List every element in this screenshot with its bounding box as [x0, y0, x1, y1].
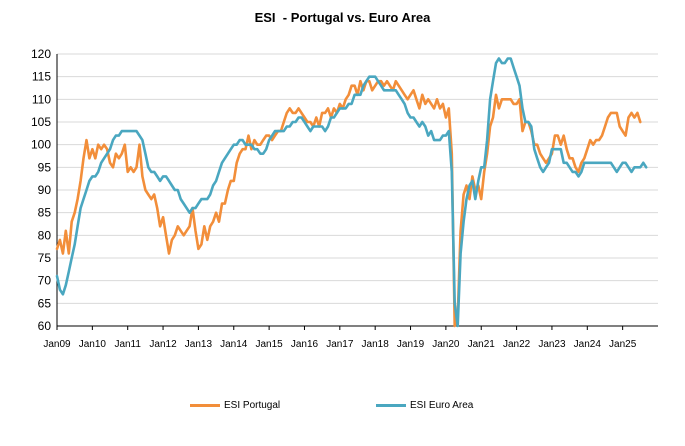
legend: ESI Portugal ESI Euro Area	[0, 400, 685, 418]
y-tick-label: 85	[38, 206, 52, 220]
series-line-portugal	[55, 79, 642, 328]
x-tick-label: Jan23	[538, 339, 566, 350]
y-tick-label: 100	[31, 138, 51, 152]
y-tick-label: 115	[32, 70, 51, 84]
legend-swatch-euro-area	[376, 404, 406, 407]
series-line-euro-area	[55, 57, 648, 328]
x-tick-label: Jan10	[79, 339, 107, 350]
y-tick-label: 110	[32, 92, 51, 106]
x-tick-label: Jan18	[362, 339, 390, 350]
y-tick-label: 60	[38, 319, 52, 333]
x-tick-label: Jan12	[149, 339, 177, 350]
y-tick-label: 90	[38, 183, 52, 197]
y-tick-label: 70	[38, 274, 52, 288]
legend-item-euro-area: ESI Euro Area	[376, 400, 473, 411]
x-tick-label: Jan20	[432, 339, 460, 350]
x-tick-label: Jan15	[255, 339, 283, 350]
x-tick-label: Jan09	[43, 339, 71, 350]
legend-swatch-portugal	[190, 404, 220, 407]
y-tick-label: 80	[38, 228, 52, 242]
y-tick-label: 75	[38, 251, 52, 265]
x-tick-label: Jan19	[397, 339, 425, 350]
x-tick-label: Jan13	[185, 339, 213, 350]
x-tick-label: Jan21	[468, 339, 496, 350]
legend-label-portugal: ESI Portugal	[224, 400, 281, 411]
chart-title: ESI - Portugal vs. Euro Area	[254, 10, 431, 25]
y-tick-label: 105	[31, 115, 51, 129]
legend-label-euro-area: ESI Euro Area	[410, 400, 474, 411]
x-tick-label: Jan25	[609, 339, 637, 350]
y-tick-label: 65	[38, 296, 52, 310]
x-tick-label: Jan11	[114, 339, 141, 350]
x-tick-label: Jan16	[291, 339, 319, 350]
y-tick-label: 95	[38, 160, 52, 174]
x-tick-label: Jan24	[574, 339, 602, 350]
x-tick-label: Jan22	[503, 339, 531, 350]
y-tick-label: 120	[31, 47, 51, 61]
legend-item-portugal: ESI Portugal	[190, 400, 280, 411]
x-tick-label: Jan17	[326, 339, 354, 350]
x-tick-label: Jan14	[220, 339, 248, 350]
